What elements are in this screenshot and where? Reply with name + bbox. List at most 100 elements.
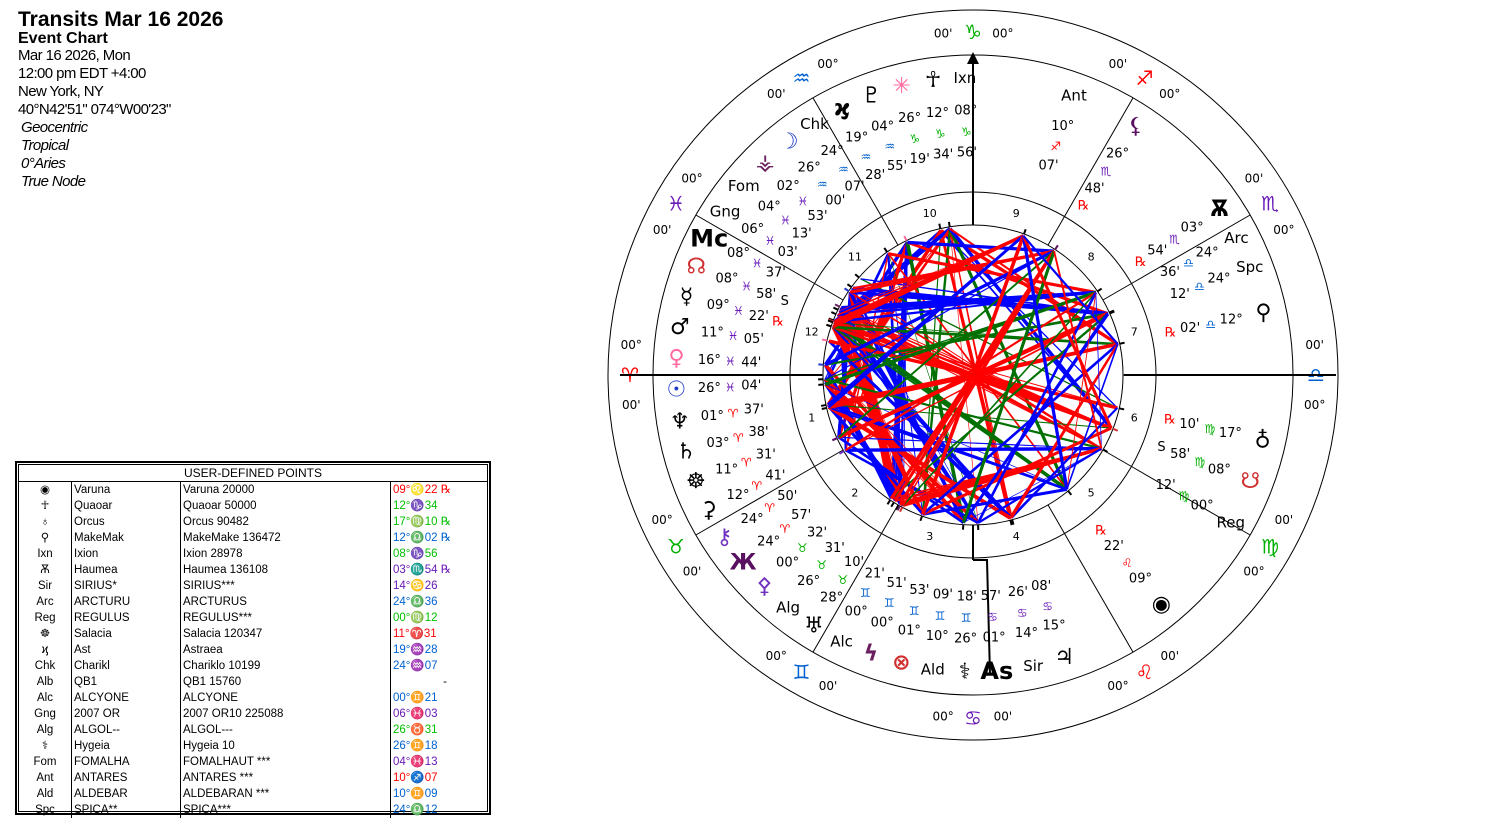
house-cusp-line xyxy=(1131,466,1251,536)
point-short-name: Salacia xyxy=(71,626,181,642)
point-short-name: SPICA** xyxy=(71,802,181,818)
point-minute: 22' xyxy=(749,309,769,324)
point-full-name: ANTARES *** xyxy=(180,770,391,786)
point-degree: 24° xyxy=(741,512,764,527)
point-degree: 11° xyxy=(701,325,724,340)
sign-cusp-minute: 00' xyxy=(1305,338,1324,352)
point-degree: 12° xyxy=(926,106,949,121)
table-row: Ѫ Haumea Haumea 136108 03°♏54 ℞ xyxy=(19,562,487,578)
aspect-line-soft xyxy=(838,436,1102,450)
point-full-name: 2007 OR10 225088 xyxy=(180,706,391,722)
point-degree: 24° xyxy=(757,535,780,550)
part-of-fortune-icon: ⊗ xyxy=(892,651,910,676)
table-row: Gng 2007 OR 2007 OR10 225088 06°♓03 xyxy=(19,706,487,722)
sun-icon: ☉ xyxy=(667,378,687,403)
point-degree: 08° xyxy=(1208,462,1231,477)
aspect-line-soft xyxy=(827,234,1025,409)
aspect-line-hard xyxy=(1066,292,1097,490)
point-minute: 03' xyxy=(778,245,798,260)
point-sign-icon: ♓ xyxy=(765,234,776,248)
point-short-name: Quaoar xyxy=(71,498,181,514)
aspect-lines xyxy=(823,227,1119,525)
point-position: 00°♍12 xyxy=(393,611,438,624)
ascendant-label: As xyxy=(980,657,1013,685)
juno-icon: ✳ xyxy=(893,74,911,99)
leo-sign-icon: ♌ xyxy=(1136,660,1154,684)
point-sign-icon: ♍ xyxy=(1178,489,1189,503)
sign-cusp-minute: 00' xyxy=(994,710,1013,724)
point-short-name: ALGOL-- xyxy=(71,722,181,738)
house-divider xyxy=(1102,283,1132,301)
algol-label: Alg xyxy=(776,598,800,616)
aspect-line-minor xyxy=(860,278,1118,409)
point-minute: 04' xyxy=(741,379,761,394)
sign-cusp-degree: 00° xyxy=(651,513,672,527)
orcus-icon: ♁ xyxy=(1255,428,1271,453)
sirius-label: Sir xyxy=(1023,657,1044,675)
point-sign-icon: ♍ xyxy=(1205,422,1216,436)
point-minute: 00' xyxy=(825,193,845,208)
point-position: 26°♉31 xyxy=(393,723,438,736)
point-full-name: Hygeia 10 xyxy=(180,738,391,754)
table-row: ♁ Orcus Orcus 90482 17°♍10 ℞ xyxy=(19,514,487,530)
aquarius-sign-icon: ♒ xyxy=(793,66,811,90)
point-short-name: QB1 xyxy=(71,674,181,690)
point-degree: 17° xyxy=(1219,426,1242,441)
hook-point-icon: ϟ xyxy=(864,641,879,666)
point-degree: 10° xyxy=(1051,119,1074,134)
regulus-label: Reg xyxy=(1216,514,1245,532)
point-degree: 26° xyxy=(797,574,820,589)
position-tick xyxy=(1023,228,1027,235)
house-cusp-line xyxy=(812,533,882,653)
point-degree: 24° xyxy=(1196,246,1219,261)
point-position: 10°♊09 xyxy=(393,787,438,800)
point-degree: 10° xyxy=(926,629,949,644)
point-glyph: Reg xyxy=(19,610,72,626)
point-full-name: Quaoar 50000 xyxy=(180,498,391,514)
table-row: Reg REGULUS REGULUS*** 00°♍12 xyxy=(19,610,487,626)
point-degree: 01° xyxy=(898,624,921,639)
point-sign-icon: ♉ xyxy=(837,573,848,587)
point-position: 08°♑56 xyxy=(393,547,438,560)
point-position: 24°♒07 xyxy=(393,659,438,672)
point-position: 06°♓03 xyxy=(393,707,438,720)
neptune-icon: ♆ xyxy=(670,409,690,434)
point-minute: 38' xyxy=(749,425,769,440)
point-glyph: ☥ xyxy=(19,498,72,514)
sign-cusp-minute: 00' xyxy=(819,679,838,693)
point-glyph: ☸ xyxy=(19,626,72,642)
position-tick xyxy=(886,499,892,505)
table-row: Spc SPICA** SPICA*** 24°♎12 xyxy=(19,802,487,818)
point-glyph: Alc xyxy=(19,690,72,706)
point-minute: 10' xyxy=(844,555,864,570)
position-tick xyxy=(890,501,895,508)
point-minute: 53' xyxy=(808,209,828,224)
position-tick xyxy=(820,403,827,407)
point-minute: 12' xyxy=(1170,287,1190,302)
aspect-line-soft xyxy=(1021,235,1069,490)
point-minute: 58' xyxy=(756,287,776,302)
position-tick xyxy=(827,318,834,323)
point-glyph: Sir xyxy=(19,578,72,594)
position-tick xyxy=(895,504,900,511)
aspect-line-hard xyxy=(832,234,1025,329)
point-short-name: FOMALHA xyxy=(71,754,181,770)
point-degree: 15° xyxy=(1043,619,1066,634)
position-tick xyxy=(1109,310,1115,315)
point-glyph: Ant xyxy=(19,770,72,786)
sign-cusp-minute: 00' xyxy=(934,26,953,40)
point-degree: 08° xyxy=(716,272,739,287)
point-sign-icon: ♊ xyxy=(935,609,946,623)
point-minute: 09' xyxy=(933,587,953,602)
aspect-line-hard xyxy=(888,252,1097,294)
point-glyph: ◉ xyxy=(19,482,72,498)
point-minute: 02' xyxy=(1180,321,1200,336)
position-tick xyxy=(838,450,845,455)
position-tick xyxy=(1009,520,1013,526)
table-row: Ald ALDEBAR ALDEBARAN *** 10°♊09 xyxy=(19,786,487,802)
point-sign-icon: ♒ xyxy=(884,140,895,154)
position-tick xyxy=(919,515,924,522)
point-short-name: ALDEBAR xyxy=(71,786,181,802)
point-glyph: Alb xyxy=(19,674,72,690)
chart-info: Transits Mar 16 2026 Event Chart Mar 16 … xyxy=(18,9,223,191)
